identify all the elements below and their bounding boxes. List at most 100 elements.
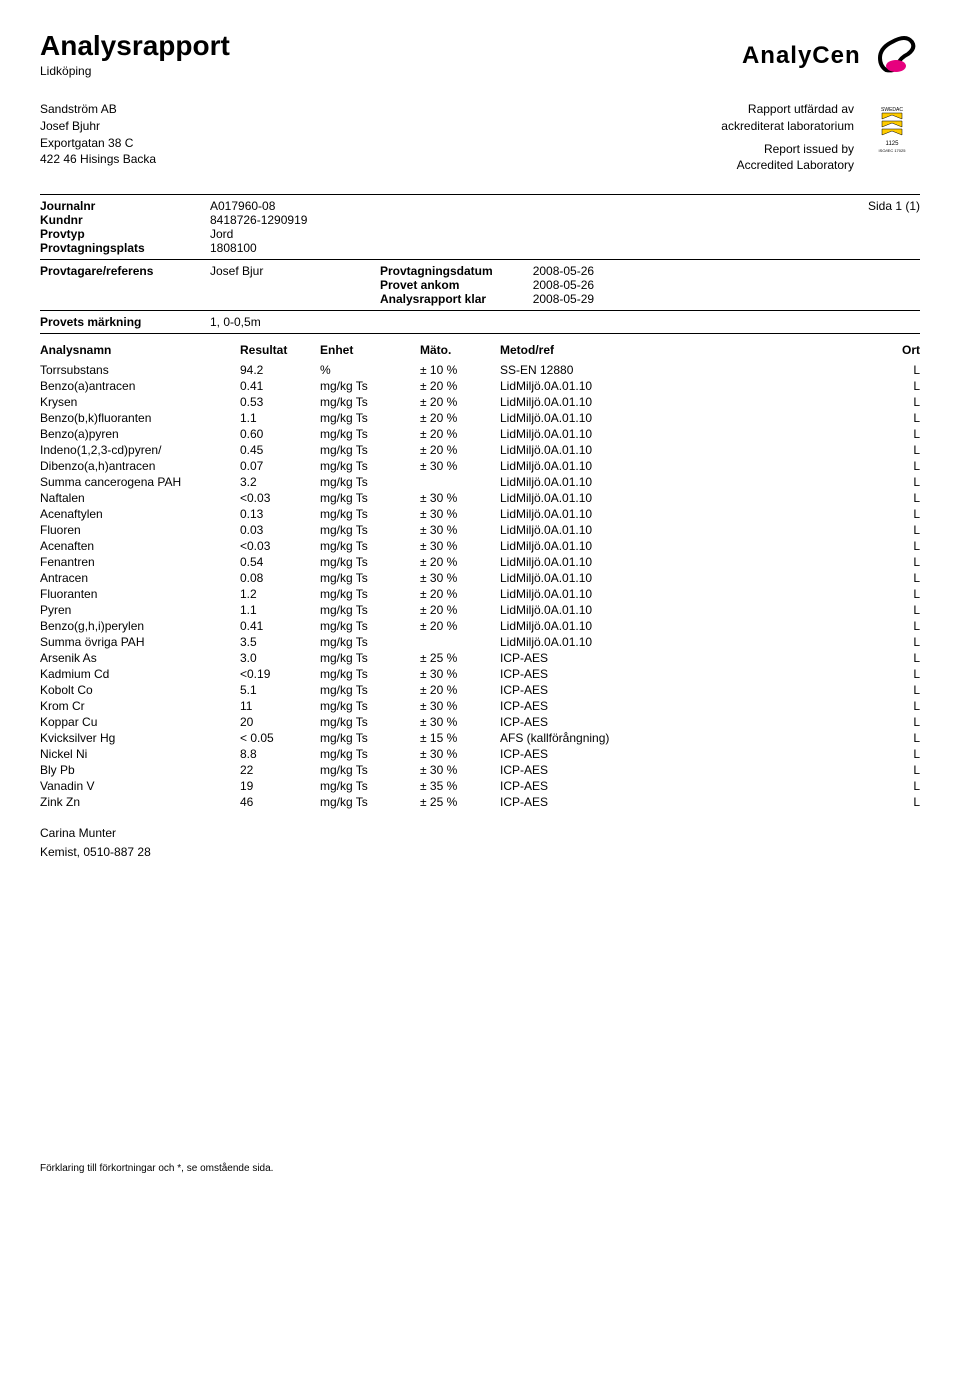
table-row: Krysen0.53mg/kg Ts± 20 %LidMiljö.0A.01.1… [40, 394, 920, 410]
cell-unit: mg/kg Ts [320, 667, 420, 681]
cell-res: 94.2 [240, 363, 320, 377]
cell-mato: ± 20 % [420, 683, 500, 697]
cell-ort: L [890, 603, 920, 617]
cell-unit: % [320, 363, 420, 377]
cell-name: Bly Pb [40, 763, 240, 777]
date-value: 2008-05-26 [533, 264, 594, 278]
cell-mato: ± 15 % [420, 731, 500, 745]
cell-res: 1.1 [240, 603, 320, 617]
meta-label-ref: Provtagare/referens [40, 264, 210, 306]
cell-meth: ICP-AES [500, 795, 890, 809]
table-row: Kvicksilver Hg< 0.05mg/kg Ts± 15 %AFS (k… [40, 730, 920, 746]
cell-mato: ± 25 % [420, 651, 500, 665]
cell-res: 3.5 [240, 635, 320, 649]
meta-label-provtyp: Provtyp [40, 227, 210, 241]
cell-unit: mg/kg Ts [320, 619, 420, 633]
table-row: Koppar Cu20mg/kg Ts± 30 %ICP-AESL [40, 714, 920, 730]
signature-name: Carina Munter [40, 824, 920, 843]
cell-mato: ± 30 % [420, 571, 500, 585]
date-label: Provet ankom [380, 278, 493, 292]
cell-unit: mg/kg Ts [320, 779, 420, 793]
svg-text:ISO/IEC 17025: ISO/IEC 17025 [879, 148, 907, 153]
cell-unit: mg/kg Ts [320, 427, 420, 441]
cell-mato: ± 30 % [420, 507, 500, 521]
table-row: Summa cancerogena PAH3.2mg/kg TsLidMiljö… [40, 474, 920, 490]
cell-ort: L [890, 619, 920, 633]
cell-res: 1.2 [240, 587, 320, 601]
cell-ort: L [890, 683, 920, 697]
swedac-logo: SWEDAC 1125 ISO/IEC 17025 [864, 101, 920, 162]
cell-name: Fluoren [40, 523, 240, 537]
cell-meth: LidMiljö.0A.01.10 [500, 443, 890, 457]
cell-name: Torrsubstans [40, 363, 240, 377]
cell-res: 8.8 [240, 747, 320, 761]
cell-res: 0.07 [240, 459, 320, 473]
cell-res: 46 [240, 795, 320, 809]
cell-meth: LidMiljö.0A.01.10 [500, 523, 890, 537]
cell-res: <0.19 [240, 667, 320, 681]
cell-ort: L [890, 443, 920, 457]
cell-res: 0.41 [240, 619, 320, 633]
meta-value-kundnr: 8418726-1290919 [210, 213, 920, 227]
cell-meth: LidMiljö.0A.01.10 [500, 379, 890, 393]
cell-name: Fenantren [40, 555, 240, 569]
col-header-unit: Enhet [320, 343, 420, 357]
issued-line: Report issued by [721, 141, 854, 158]
date-label: Analysrapport klar [380, 292, 493, 306]
meta-label-journalnr: Journalnr [40, 199, 210, 213]
results-table-body: Torrsubstans94.2%± 10 %SS-EN 12880LBenzo… [40, 362, 920, 810]
cell-res: 11 [240, 699, 320, 713]
table-row: Fluoren0.03mg/kg Ts± 30 %LidMiljö.0A.01.… [40, 522, 920, 538]
cell-unit: mg/kg Ts [320, 555, 420, 569]
cell-unit: mg/kg Ts [320, 635, 420, 649]
cell-meth: LidMiljö.0A.01.10 [500, 587, 890, 601]
col-header-res: Resultat [240, 343, 320, 357]
cell-res: 19 [240, 779, 320, 793]
cell-meth: LidMiljö.0A.01.10 [500, 507, 890, 521]
table-row: Benzo(b,k)fluoranten1.1mg/kg Ts± 20 %Lid… [40, 410, 920, 426]
table-row: Acenaften<0.03mg/kg Ts± 30 %LidMiljö.0A.… [40, 538, 920, 554]
table-row: Dibenzo(a,h)antracen0.07mg/kg Ts± 30 %Li… [40, 458, 920, 474]
cell-unit: mg/kg Ts [320, 443, 420, 457]
cell-meth: LidMiljö.0A.01.10 [500, 635, 890, 649]
cell-mato [420, 635, 500, 649]
report-title-block: Analysrapport Lidköping [40, 30, 230, 78]
cell-mato: ± 20 % [420, 411, 500, 425]
date-value: 2008-05-26 [533, 278, 594, 292]
cell-ort: L [890, 363, 920, 377]
cell-mato: ± 25 % [420, 795, 500, 809]
cell-ort: L [890, 747, 920, 761]
cell-ort: L [890, 731, 920, 745]
page-footer: Förklaring till förkortningar och *, se … [40, 1163, 920, 1174]
cell-ort: L [890, 523, 920, 537]
signature-role: Kemist, 0510-887 28 [40, 843, 920, 862]
cell-ort: L [890, 475, 920, 489]
table-row: Acenaftylen0.13mg/kg Ts± 30 %LidMiljö.0A… [40, 506, 920, 522]
cell-unit: mg/kg Ts [320, 731, 420, 745]
table-row: Zink Zn46mg/kg Ts± 25 %ICP-AESL [40, 794, 920, 810]
cell-mato: ± 20 % [420, 427, 500, 441]
cell-mato: ± 30 % [420, 667, 500, 681]
meta-value-ref: Josef Bjur [210, 264, 380, 306]
issued-line: ackrediterat laboratorium [721, 118, 854, 135]
page-indicator: Sida 1 (1) [868, 199, 920, 213]
meta-label-kundnr: Kundnr [40, 213, 210, 227]
cell-name: Naftalen [40, 491, 240, 505]
cell-name: Benzo(a)pyren [40, 427, 240, 441]
cell-meth: ICP-AES [500, 779, 890, 793]
cell-unit: mg/kg Ts [320, 571, 420, 585]
cell-ort: L [890, 459, 920, 473]
table-row: Antracen0.08mg/kg Ts± 30 %LidMiljö.0A.01… [40, 570, 920, 586]
address-line: 422 46 Hisings Backa [40, 151, 156, 168]
cell-meth: ICP-AES [500, 683, 890, 697]
cell-name: Fluoranten [40, 587, 240, 601]
cell-res: 3.2 [240, 475, 320, 489]
cell-res: 0.03 [240, 523, 320, 537]
cell-res: 20 [240, 715, 320, 729]
cell-name: Nickel Ni [40, 747, 240, 761]
table-row: Summa övriga PAH3.5mg/kg TsLidMiljö.0A.0… [40, 634, 920, 650]
cell-meth: SS-EN 12880 [500, 363, 890, 377]
cell-mato: ± 20 % [420, 555, 500, 569]
cell-meth: LidMiljö.0A.01.10 [500, 539, 890, 553]
cell-unit: mg/kg Ts [320, 683, 420, 697]
